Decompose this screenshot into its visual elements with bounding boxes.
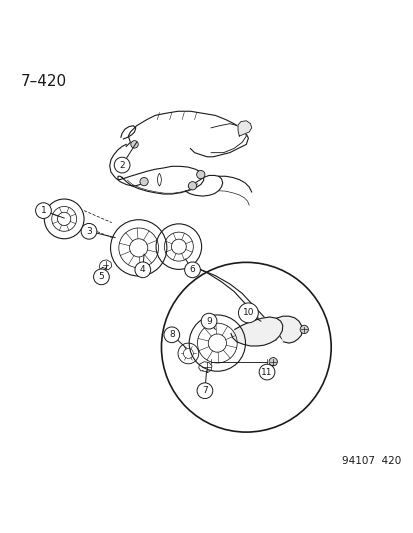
Text: 11: 11 — [261, 368, 272, 377]
Polygon shape — [276, 316, 301, 343]
Circle shape — [201, 313, 216, 329]
Circle shape — [188, 182, 196, 190]
Text: 5: 5 — [98, 272, 104, 281]
Circle shape — [259, 364, 274, 380]
Text: 3: 3 — [86, 227, 92, 236]
Circle shape — [197, 383, 212, 399]
Text: 8: 8 — [169, 330, 174, 340]
Circle shape — [299, 325, 308, 334]
Circle shape — [164, 327, 179, 343]
Circle shape — [161, 262, 330, 432]
Text: 7: 7 — [202, 386, 207, 395]
Circle shape — [238, 303, 258, 323]
Text: 10: 10 — [242, 309, 254, 317]
Circle shape — [36, 203, 51, 219]
Circle shape — [93, 269, 109, 285]
Circle shape — [114, 157, 130, 173]
Text: 6: 6 — [189, 265, 195, 274]
Text: 1: 1 — [40, 206, 46, 215]
Polygon shape — [230, 317, 282, 346]
Circle shape — [131, 141, 138, 148]
Circle shape — [196, 171, 204, 179]
Circle shape — [119, 161, 127, 169]
Text: 9: 9 — [206, 317, 211, 326]
Circle shape — [184, 262, 200, 278]
Circle shape — [268, 358, 277, 366]
Text: 4: 4 — [140, 265, 145, 274]
Text: 2: 2 — [119, 160, 125, 169]
Circle shape — [140, 177, 148, 186]
Circle shape — [81, 223, 97, 239]
Polygon shape — [237, 121, 251, 136]
Text: 94107  420: 94107 420 — [342, 456, 401, 466]
Text: 7–420: 7–420 — [21, 74, 66, 89]
Circle shape — [135, 262, 150, 278]
